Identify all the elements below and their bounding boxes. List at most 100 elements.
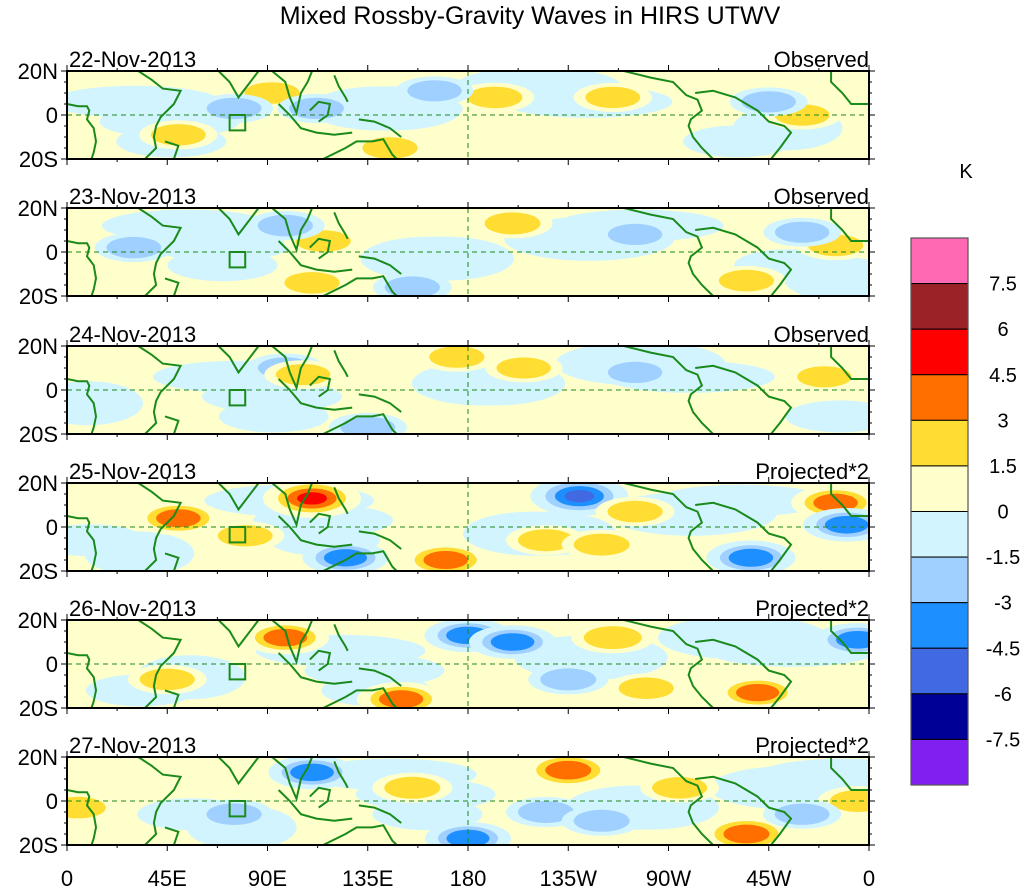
colorbar-swatch (910, 419, 969, 467)
anomaly-mark (194, 93, 274, 123)
y-tick-label: 20S (19, 833, 58, 858)
colorbar-label: 4.5 (989, 365, 1017, 387)
coast-new-guinea (358, 393, 402, 413)
coast-philippines (333, 350, 349, 378)
contour-level (384, 276, 440, 296)
coast-africa-east (137, 620, 183, 708)
coast-africa-east (137, 757, 183, 845)
coast-south-america-east (695, 89, 793, 159)
anomaly-mark (595, 496, 675, 527)
contour-level (263, 628, 308, 647)
y-tick-label: 0 (46, 103, 58, 128)
anomaly-mark (139, 120, 218, 150)
region-box (228, 663, 247, 681)
weak-negative-region (657, 620, 828, 660)
panel-date: 25-Nov-2013 (69, 459, 196, 484)
x-tick-label: 45E (148, 866, 187, 890)
coast-philippines (333, 624, 349, 652)
contour-level (67, 796, 106, 819)
contour-level (384, 776, 441, 799)
anomaly-mark (484, 353, 563, 383)
contour-level (723, 824, 770, 844)
contour-level (362, 137, 418, 159)
colorbar-swatch (910, 237, 969, 285)
contour-level (150, 124, 206, 146)
coast-new-guinea (358, 804, 402, 824)
coast-madagascar (164, 826, 180, 845)
y-tick-label: 0 (46, 652, 58, 677)
anomaly-mark (401, 542, 491, 571)
coast-borneo (309, 649, 332, 672)
coast-borneo (309, 100, 332, 123)
anomaly-mark (700, 816, 793, 845)
weak-negative-region (67, 85, 221, 118)
colorbar-label: -6 (994, 684, 1012, 706)
anomaly-mark (372, 772, 453, 803)
contour-level (728, 548, 774, 567)
anomaly-mark (194, 799, 274, 829)
contour-level (340, 416, 396, 434)
y-tick-label: 20S (19, 147, 58, 172)
region-box (228, 800, 247, 818)
anomaly-mark (640, 773, 720, 803)
colorbar-label: -3 (994, 593, 1012, 615)
anomaly-mark (561, 529, 642, 560)
panel-24-Nov-2013: 20N 0 20S 24-Nov-2013 Observed (18, 322, 875, 447)
contour-level (490, 633, 535, 651)
panel-label: Observed (774, 322, 869, 347)
y-tick-label: 20N (18, 59, 58, 84)
colorbar-swatch (910, 328, 969, 376)
panels-group: 20N 0 20S 22-Nov-2013 Observed 20N 0 20S 23-Nov-… (18, 47, 875, 858)
anomaly-mark (573, 82, 652, 112)
coast-americas-west (623, 620, 714, 708)
coast-india (217, 620, 260, 649)
panel-date: 24-Nov-2013 (69, 322, 196, 347)
anomaly-field (67, 483, 869, 571)
contour-level (741, 91, 796, 113)
x-tick-label: 180 (450, 866, 487, 890)
contour-level (423, 551, 469, 569)
contour-level (774, 803, 830, 825)
y-tick-label: 0 (46, 515, 58, 540)
anomaly-mark (571, 621, 655, 654)
x-tick-label: 135E (342, 866, 393, 890)
x-axis: 0 45E 90E 135E 180 135W 90W 45W 0 (61, 866, 875, 890)
region-box (228, 114, 247, 132)
contour-level (618, 677, 674, 699)
contour-level (106, 236, 162, 259)
coast-madagascar (164, 552, 180, 571)
anomaly-mark (561, 805, 642, 836)
coast-south-america-east (695, 775, 793, 845)
panel-27-Nov-2013: 20N 0 20S 27-Nov-2013 Projected*2 (18, 733, 875, 858)
contour-level (774, 221, 830, 243)
coast-africa-east (137, 346, 183, 434)
anomaly-mark (763, 799, 842, 829)
coast-americas-west (623, 483, 714, 571)
anomaly-mark (241, 620, 329, 655)
y-tick-label: 20N (18, 745, 58, 770)
anomaly-mark (245, 210, 325, 241)
contour-level (736, 683, 780, 702)
x-tick-label: 45W (746, 866, 791, 890)
anomaly-mark (328, 412, 407, 434)
coast-indonesia (277, 652, 353, 685)
coast-africa-west (67, 789, 98, 845)
colorbar-label: 1.5 (989, 456, 1017, 478)
contour-level (607, 361, 663, 383)
colorbar-label: -1.5 (986, 547, 1020, 569)
contour-level (429, 346, 485, 368)
anomaly-mark (528, 664, 609, 695)
contour-level (257, 214, 313, 237)
contour-level (407, 80, 462, 102)
colorbar-label: -4.5 (986, 638, 1020, 660)
panel-date: 22-Nov-2013 (69, 47, 196, 72)
coast-indonesia (277, 103, 353, 136)
y-tick-label: 20N (18, 471, 58, 496)
weak-negative-region (683, 125, 794, 158)
coast-south-america-east (695, 638, 793, 708)
weak-negative-region (67, 381, 143, 426)
coast-new-guinea (358, 530, 402, 550)
coast-india (217, 483, 260, 512)
coast-indonesia (277, 240, 353, 273)
